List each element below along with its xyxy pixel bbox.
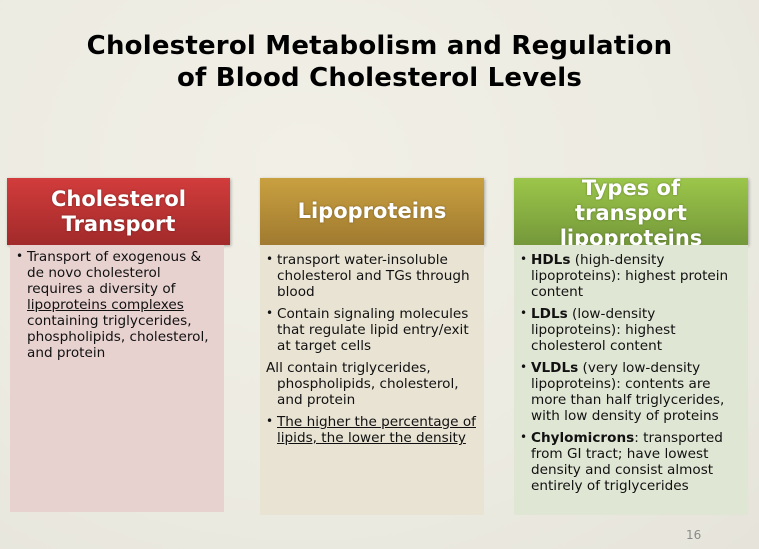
types-of-transport-lipoproteins-body: HDLs (high-density lipoproteins): highes… [514, 245, 748, 515]
bullet-item-ldl: LDLs (low-density lipoproteins): highest… [520, 305, 744, 354]
cholesterol-transport-body: Transport of exogenous & de novo cholest… [10, 245, 224, 512]
bullet-item: The higher the percentage of lipids, the… [266, 413, 478, 446]
definition: : transported from GI tract; have lowest… [531, 430, 723, 494]
header-text: Lipoproteins [297, 199, 447, 223]
bullet-item-hdl: HDLs (high-density lipoproteins): highes… [520, 251, 744, 300]
term: LDLs [531, 306, 568, 322]
underlined-text: lipoproteins complexes [27, 297, 184, 313]
header-text-line-2: transport [575, 200, 687, 225]
bullet-text: Transport of exogenous & de novo cholest… [27, 249, 202, 297]
term: Chylomicrons [531, 430, 635, 446]
cholesterol-transport-header: Cholesterol Transport [7, 178, 230, 245]
bullet-text: containing triglycerides, phospholipids,… [27, 313, 209, 361]
bullet-item-vldl: VLDLs (very low-density lipoproteins): c… [520, 359, 744, 424]
lipoproteins-body: transport water-insoluble cholesterol an… [260, 245, 484, 515]
definition: (high-density lipoproteins): highest pro… [531, 252, 729, 300]
header-text-line-2: Transport [61, 211, 176, 236]
definition: (very low-density lipoproteins): content… [531, 360, 725, 424]
underlined-text: The higher the percentage of lipids, the… [277, 414, 476, 446]
header-text-line-1: Types of [581, 178, 681, 200]
slide-title-line-1: Cholesterol Metabolism and Regulation [86, 31, 673, 61]
types-of-transport-lipoproteins-header: Types of transport lipoproteins [514, 178, 748, 245]
bullet-item-chylomicrons: Chylomicrons: transported from GI tract;… [520, 429, 744, 494]
page-number: 16 [686, 528, 702, 542]
term: HDLs [531, 252, 571, 268]
slide-title-line-2: of Blood Cholesterol Levels [176, 63, 583, 93]
lipoproteins-header: Lipoproteins [260, 178, 484, 245]
bullet-item: transport water-insoluble cholesterol an… [266, 251, 478, 300]
slide-title: Cholesterol Metabolism and Regulation of… [0, 30, 759, 94]
bullet-item: Contain signaling molecules that regulat… [266, 305, 478, 354]
header-text-line-1: Cholesterol [51, 186, 186, 211]
bullet-item: Transport of exogenous & de novo cholest… [16, 248, 218, 361]
header-text-line-3: lipoproteins [559, 225, 703, 246]
paragraph: All contain triglycerides, phospholipids… [266, 360, 459, 408]
definition: (low-density lipoproteins): highest chol… [531, 306, 676, 354]
term: VLDLs [531, 360, 579, 376]
